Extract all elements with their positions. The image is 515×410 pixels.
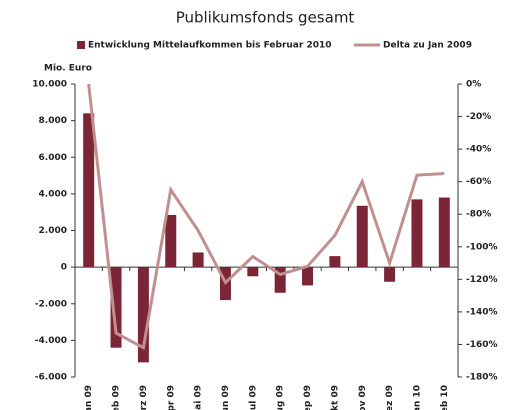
legend-swatch: [77, 41, 85, 49]
y-tick-label: -6.000: [35, 373, 67, 383]
y-axis-label: Mio. Euro: [44, 64, 92, 74]
bar: [411, 199, 423, 268]
bar: [329, 256, 341, 268]
y2-tick-label: -160%: [466, 340, 498, 350]
bar: [247, 267, 259, 277]
y2-tick-label: -100%: [466, 242, 498, 252]
x-tick-label: lrz 09: [139, 385, 149, 410]
bar: [110, 267, 122, 348]
y2-tick-label: -40%: [466, 145, 491, 155]
x-tick-label: an 10: [412, 385, 422, 410]
y2-tick-label: -180%: [466, 373, 498, 383]
y-tick-label: 10.000: [32, 80, 67, 90]
x-tick-label: Jul 09: [248, 385, 258, 410]
y-tick-label: -2.000: [35, 299, 67, 309]
y2-tick-label: -120%: [466, 275, 498, 285]
y-tick-label: 0: [61, 263, 67, 273]
legend-label: Delta zu Jan 2009: [383, 41, 472, 51]
bar: [302, 267, 314, 286]
x-tick-label: ug 09: [276, 385, 286, 410]
line: [87, 83, 445, 351]
x-tick-label: eb 10: [440, 385, 450, 410]
x-tick-label: pr 09: [166, 385, 176, 410]
y-tick-label: 4.000: [39, 189, 67, 199]
x-tick-label: lkt 09: [330, 385, 340, 410]
bar: [192, 252, 204, 268]
y-tick-label: 2.000: [39, 226, 67, 236]
bar: [356, 205, 368, 268]
x-tick-label: ep 09: [303, 385, 313, 410]
bar: [165, 214, 177, 268]
x-tick-label: ov 09: [358, 385, 368, 410]
y2-tick-label: -60%: [466, 177, 491, 187]
bar: [137, 267, 149, 363]
y2-tick-label: -20%: [466, 112, 491, 122]
y2-tick-label: -80%: [466, 210, 491, 220]
chart-title: Publikumsfonds gesamt: [176, 9, 355, 27]
bar: [83, 113, 95, 268]
x-tick-label: ez 09: [385, 385, 395, 410]
x-tick-label: eb 09: [112, 385, 122, 410]
y2-tick-label: -140%: [466, 307, 498, 317]
y2-tick-label: 0%: [466, 80, 481, 90]
bar: [274, 267, 286, 293]
y-tick-label: 8.000: [39, 116, 67, 126]
y-tick-label: -4.000: [35, 336, 67, 346]
x-tick-label: un 09: [221, 385, 231, 410]
legend-label: Entwicklung Mittelaufkommen bis Februar …: [88, 41, 332, 51]
x-tick-label: lai 09: [194, 385, 204, 410]
y-tick-label: 6.000: [39, 153, 67, 163]
x-tick-label: an 09: [84, 385, 94, 410]
bar: [384, 267, 396, 282]
bar: [438, 197, 450, 268]
